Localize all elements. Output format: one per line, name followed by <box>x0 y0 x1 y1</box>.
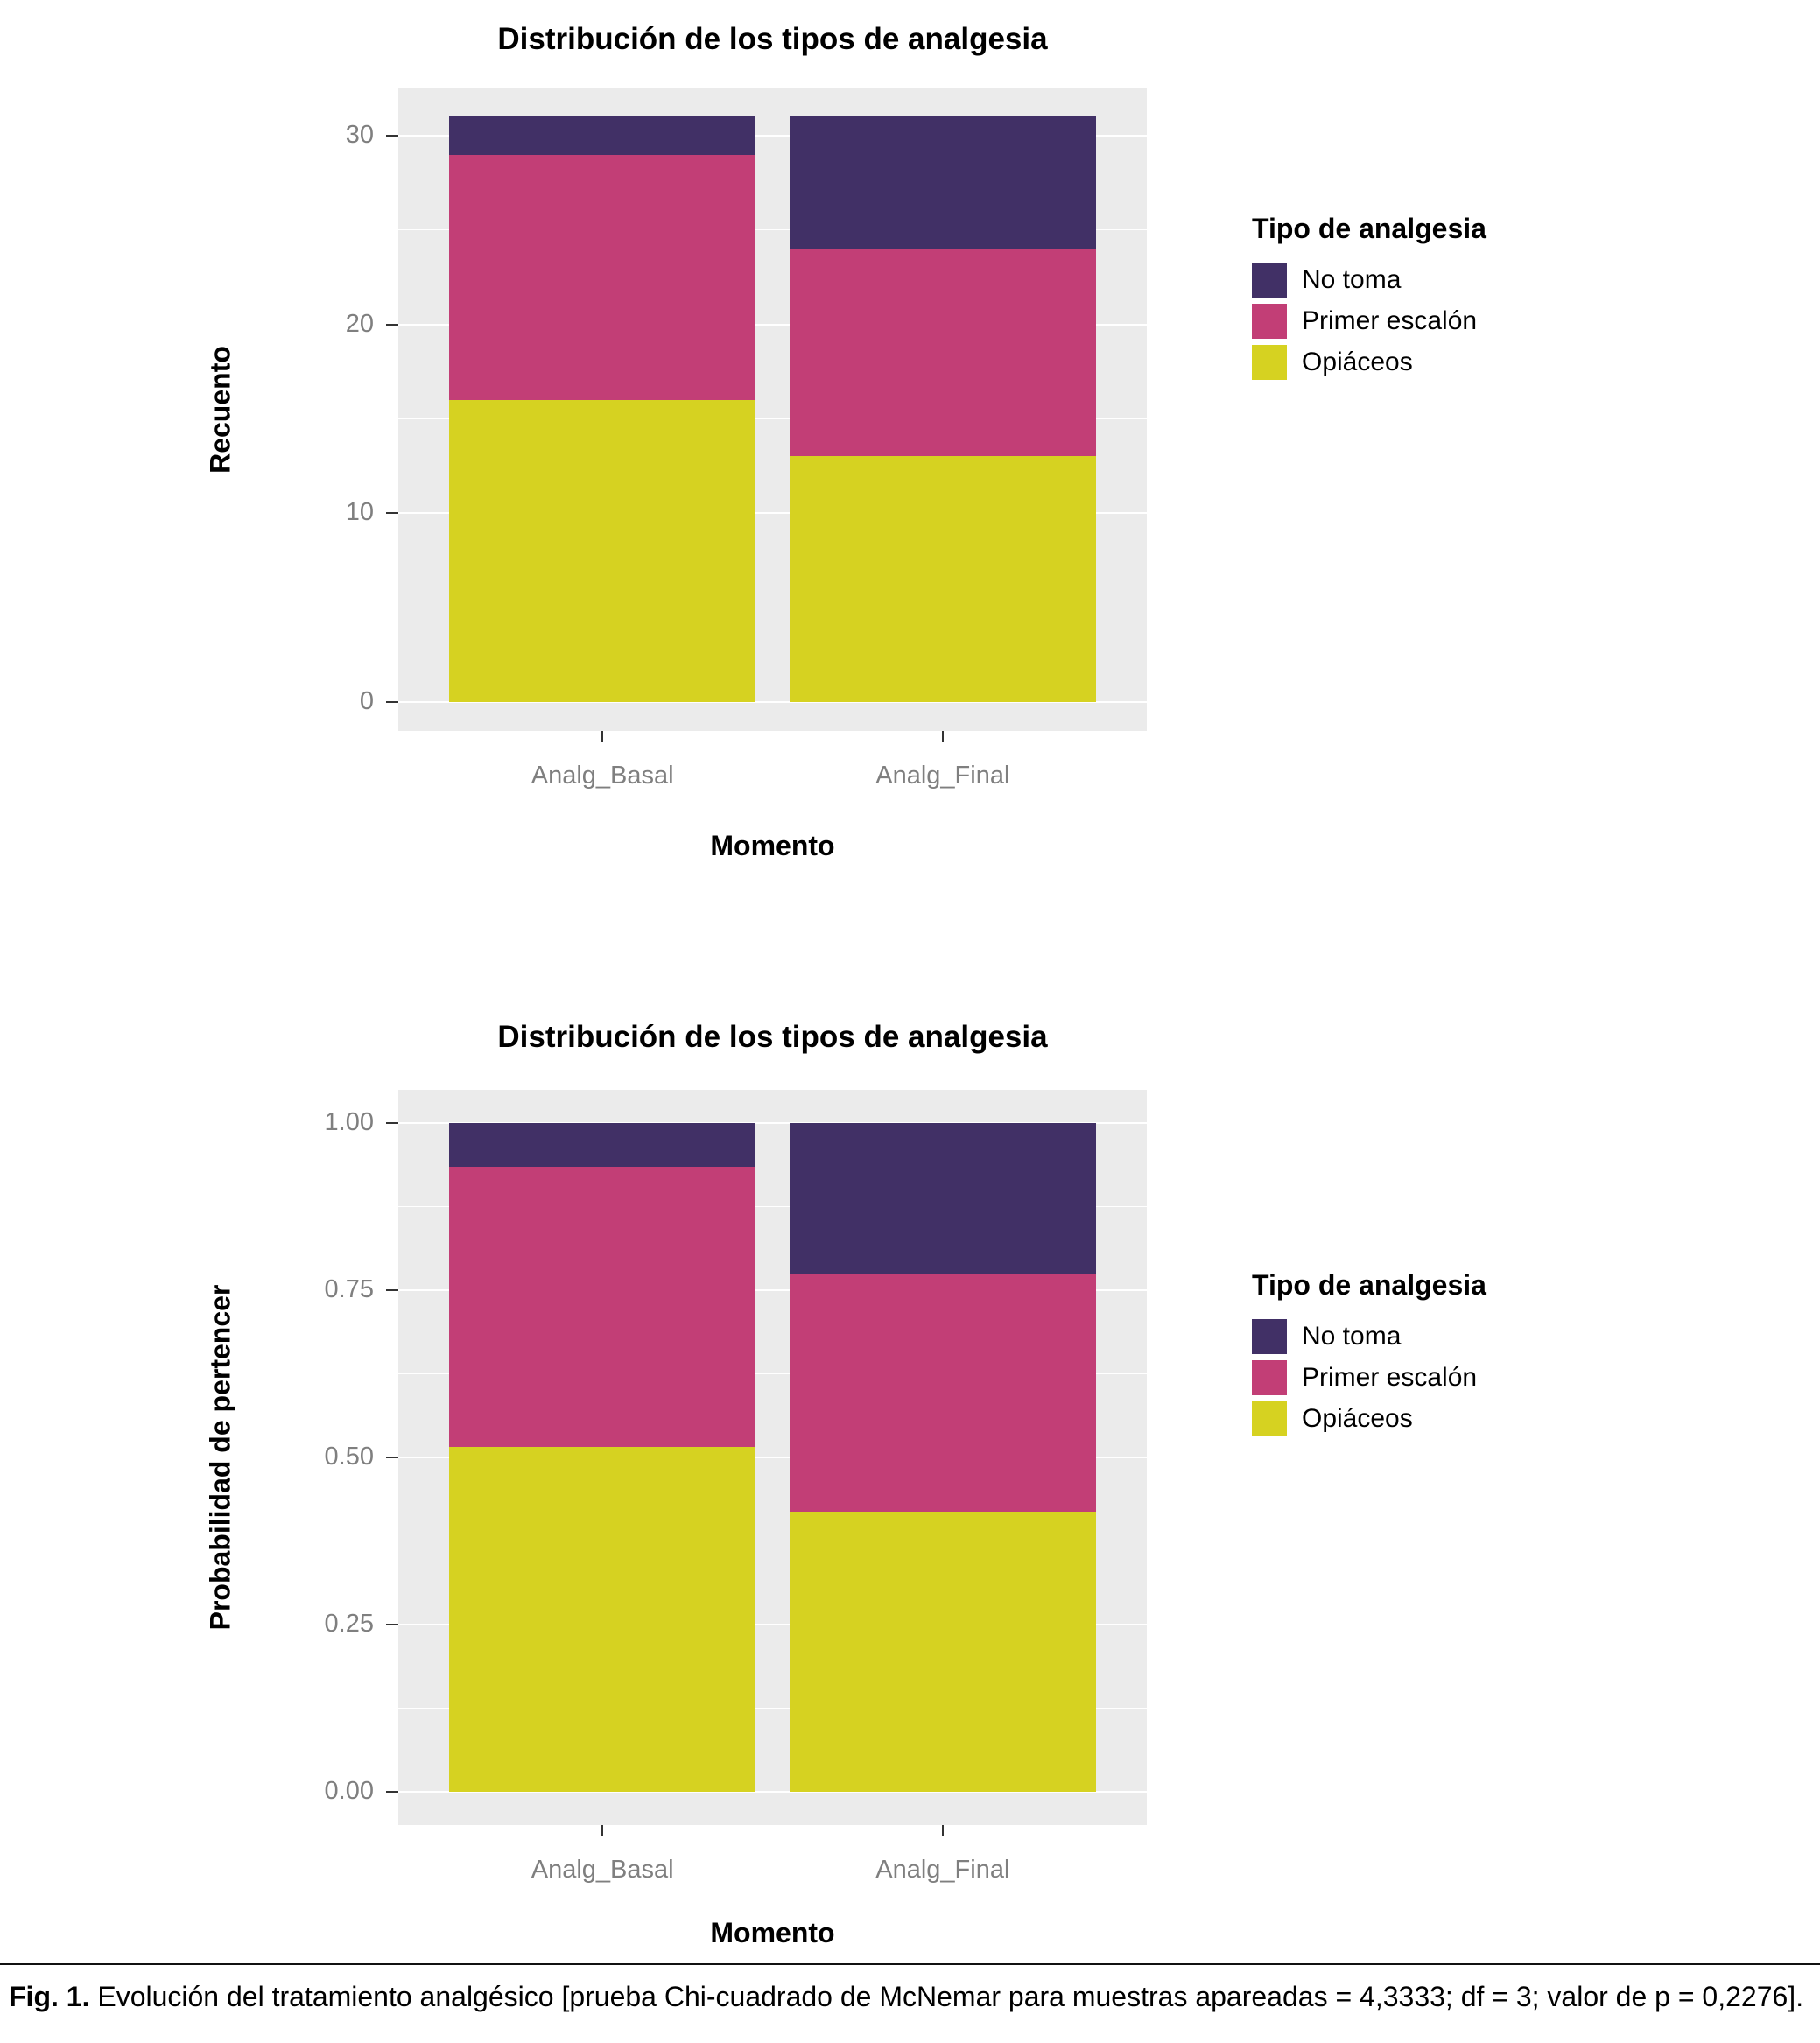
y-tick-label: 0.50 <box>324 1443 374 1471</box>
bar-segment-primer_escalon <box>449 154 756 400</box>
legend-item: Opiáceos <box>1252 1401 1486 1436</box>
gridline-minor <box>398 1373 1147 1375</box>
x-tick-label: Analg_Basal <box>531 1856 674 1884</box>
legend-item-label: Opiáceos <box>1302 1404 1413 1433</box>
gridline-major <box>398 512 1147 515</box>
x-tick-label: Analg_Final <box>875 1856 1010 1884</box>
gridline-major <box>398 323 1147 326</box>
caption-label: Fig. 1. <box>9 1981 90 2012</box>
x-tick-label: Analg_Basal <box>531 762 674 790</box>
gridline-major <box>398 1457 1147 1458</box>
bar-segment-opiaceos <box>789 1511 1096 1792</box>
legend-title: Tipo de analgesia <box>1252 213 1486 244</box>
bar-segment-opiaceos <box>449 1446 756 1792</box>
y-tick-mark <box>386 134 398 137</box>
gridline-major <box>398 134 1147 137</box>
legend-swatch-opiaceos <box>1252 345 1287 380</box>
legend-item: Primer escalón <box>1252 1360 1486 1395</box>
y-tick-mark <box>386 512 398 515</box>
gridline-major <box>398 700 1147 703</box>
y-tick-mark <box>386 1122 398 1125</box>
bar-segment-opiaceos <box>449 399 756 702</box>
y-tick-label: 0 <box>359 686 374 715</box>
gridline-major <box>398 1289 1147 1292</box>
x-tick-mark <box>601 731 604 742</box>
legend-swatch-no_toma <box>1252 1319 1287 1354</box>
caption-text: Evolución del tratamiento analgésico [pr… <box>97 1981 1804 2012</box>
plot-panel <box>398 88 1147 731</box>
legend-item: Opiáceos <box>1252 345 1486 380</box>
x-axis-title: Momento <box>710 1917 835 1948</box>
y-tick-label: 10 <box>345 498 374 527</box>
bar-segment-no_toma <box>789 116 1096 249</box>
bar-segment-no_toma <box>449 116 756 155</box>
legend-items: No toma Primer escalón Opiáceos <box>1252 263 1486 380</box>
bar-segment-no_toma <box>449 1123 756 1167</box>
legend-swatch-primer_escalon <box>1252 1360 1287 1395</box>
y-tick-mark <box>386 700 398 703</box>
bar-segment-primer_escalon <box>789 1274 1096 1512</box>
x-tick-mark <box>941 1825 944 1836</box>
x-tick-mark <box>601 1825 604 1836</box>
chart-title: Distribución de los tipos de analgesia <box>497 22 1048 56</box>
plot-panel <box>398 1090 1147 1825</box>
x-tick-label: Analg_Final <box>875 762 1010 790</box>
y-tick-label: 0.75 <box>324 1275 374 1304</box>
gridline-major <box>398 1623 1147 1625</box>
legend: Tipo de analgesia No toma Primer escalón O… <box>1252 213 1486 386</box>
legend-item-label: No toma <box>1302 265 1402 294</box>
legend-item: No toma <box>1252 263 1486 298</box>
x-tick-mark <box>941 731 944 742</box>
x-axis-title: Momento <box>710 830 835 861</box>
y-tick-label: 1.00 <box>324 1108 374 1137</box>
bar-segment-opiaceos <box>789 456 1096 702</box>
legend-swatch-opiaceos <box>1252 1401 1287 1436</box>
legend: Tipo de analgesia No toma Primer escalón O… <box>1252 1269 1486 1443</box>
y-tick-label: 20 <box>345 309 374 338</box>
legend-title: Tipo de analgesia <box>1252 1269 1486 1301</box>
gridline-minor <box>398 418 1147 419</box>
legend-item-label: Primer escalón <box>1302 1363 1478 1392</box>
gridline-major <box>398 1790 1147 1793</box>
gridline-minor <box>398 1206 1147 1208</box>
y-tick-mark <box>386 1623 398 1625</box>
y-tick-label: 0.00 <box>324 1776 374 1805</box>
bar-segment-primer_escalon <box>449 1166 756 1447</box>
bar-segment-primer_escalon <box>789 249 1096 457</box>
y-tick-label: 0.25 <box>324 1609 374 1638</box>
gridline-major <box>398 1122 1147 1125</box>
y-tick-label: 30 <box>345 120 374 149</box>
y-tick-mark <box>386 1457 398 1458</box>
chart-title: Distribución de los tipos de analgesia <box>497 1020 1048 1054</box>
gridline-minor <box>398 229 1147 231</box>
legend-item-label: No toma <box>1302 1322 1402 1351</box>
legend-swatch-primer_escalon <box>1252 304 1287 339</box>
legend-item: Primer escalón <box>1252 304 1486 339</box>
legend-item: No toma <box>1252 1319 1486 1354</box>
figure-caption: Fig. 1. Evolución del tratamiento analgé… <box>0 1963 1820 2017</box>
legend-swatch-no_toma <box>1252 263 1287 298</box>
bar-segment-no_toma <box>789 1123 1096 1274</box>
y-tick-mark <box>386 1289 398 1292</box>
y-tick-mark <box>386 323 398 326</box>
legend-item-label: Opiáceos <box>1302 348 1413 376</box>
y-tick-mark <box>386 1790 398 1793</box>
legend-item-label: Primer escalón <box>1302 306 1478 335</box>
legend-items: No toma Primer escalón Opiáceos <box>1252 1319 1486 1436</box>
y-axis-title: Probabilidad de pertencer <box>204 1284 236 1631</box>
gridline-minor <box>398 1707 1147 1709</box>
